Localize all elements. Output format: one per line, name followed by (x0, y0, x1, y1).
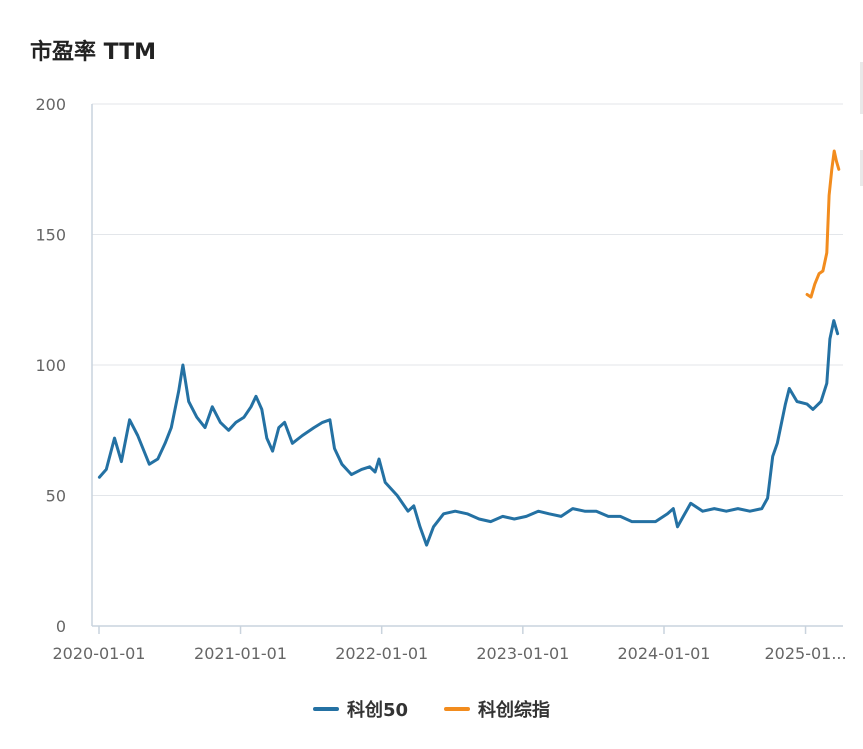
legend-item-series-1[interactable]: 科创50 (312, 696, 409, 722)
x-tick-label: 2025-01... (764, 644, 846, 663)
x-tick-label: 2022-01-01 (335, 644, 428, 663)
right-edge-decoration (860, 150, 863, 186)
legend-swatch-series-2 (444, 707, 471, 711)
pe-ttm-line-chart: 0 50 100 150 200 2020-01-01 2021-01-01 2022-01… (35, 95, 847, 663)
right-edge-decoration (860, 62, 863, 114)
legend-label-series-1: 科创50 (346, 700, 409, 721)
legend-label-series-2: 科创综指 (478, 700, 551, 721)
chart-title: 市盈率 TTM (30, 40, 157, 65)
legend: 科创50 科创综指 (0, 696, 863, 722)
y-tick-label: 150 (35, 226, 66, 245)
x-axis-ticks: 2020-01-01 2021-01-01 2022-01-01 2023-01-01… (53, 626, 847, 663)
x-tick-label: 2020-01-01 (53, 644, 146, 663)
y-tick-label: 0 (56, 617, 66, 636)
axes (91, 104, 843, 627)
x-tick-label: 2023-01-01 (476, 644, 569, 663)
x-tick-label: 2021-01-01 (194, 644, 287, 663)
y-axis-ticks: 0 50 100 150 200 (35, 95, 66, 636)
series-line-2 (805, 149, 841, 299)
y-tick-label: 50 (46, 487, 66, 506)
legend-item-series-2[interactable]: 科创综指 (444, 696, 550, 722)
y-tick-label: 100 (35, 356, 66, 375)
series-lines (97, 149, 841, 547)
series-line-1 (97, 319, 840, 547)
legend-swatch-series-1 (312, 707, 339, 711)
x-tick-label: 2024-01-01 (618, 644, 711, 663)
y-tick-label: 200 (35, 95, 66, 114)
grid-lines (92, 103, 843, 496)
